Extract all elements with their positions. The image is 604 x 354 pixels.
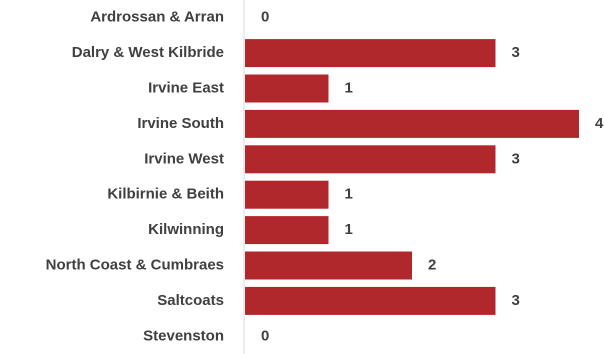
- bar: [245, 145, 496, 174]
- bar: [245, 39, 496, 68]
- category-label: Irvine South: [137, 115, 224, 132]
- data-label: 0: [261, 9, 269, 26]
- data-label: 4: [595, 115, 604, 132]
- category-label: Irvine West: [144, 150, 224, 167]
- data-label: 3: [512, 292, 520, 309]
- bar: [245, 109, 579, 138]
- data-label: 0: [261, 327, 269, 344]
- bar: [245, 251, 412, 280]
- bar: [245, 180, 329, 209]
- category-labels: Ardrossan & Arran Dalry & West Kilbride Ir…: [46, 9, 224, 345]
- category-label: Irvine East: [148, 79, 224, 96]
- bars: [245, 39, 579, 315]
- category-label: Ardrossan & Arran: [90, 9, 224, 26]
- bar: [245, 286, 496, 315]
- category-label: Kilwinning: [148, 221, 224, 238]
- category-label: North Coast & Cumbraes: [46, 256, 224, 273]
- data-label: 1: [345, 186, 353, 203]
- bar: [245, 74, 329, 103]
- bar: [245, 216, 329, 245]
- data-label: 1: [345, 79, 353, 96]
- data-label: 3: [512, 44, 520, 61]
- category-label: Saltcoats: [157, 292, 224, 309]
- data-label: 1: [345, 221, 353, 238]
- data-label: 2: [428, 256, 436, 273]
- data-labels: 0 3 1 4 3 1 1 2 3 0: [261, 9, 604, 345]
- category-label: Stevenston: [143, 327, 224, 344]
- category-label: Kilbirnie & Beith: [107, 186, 224, 203]
- category-label: Dalry & West Kilbride: [72, 44, 224, 61]
- data-label: 3: [512, 150, 520, 167]
